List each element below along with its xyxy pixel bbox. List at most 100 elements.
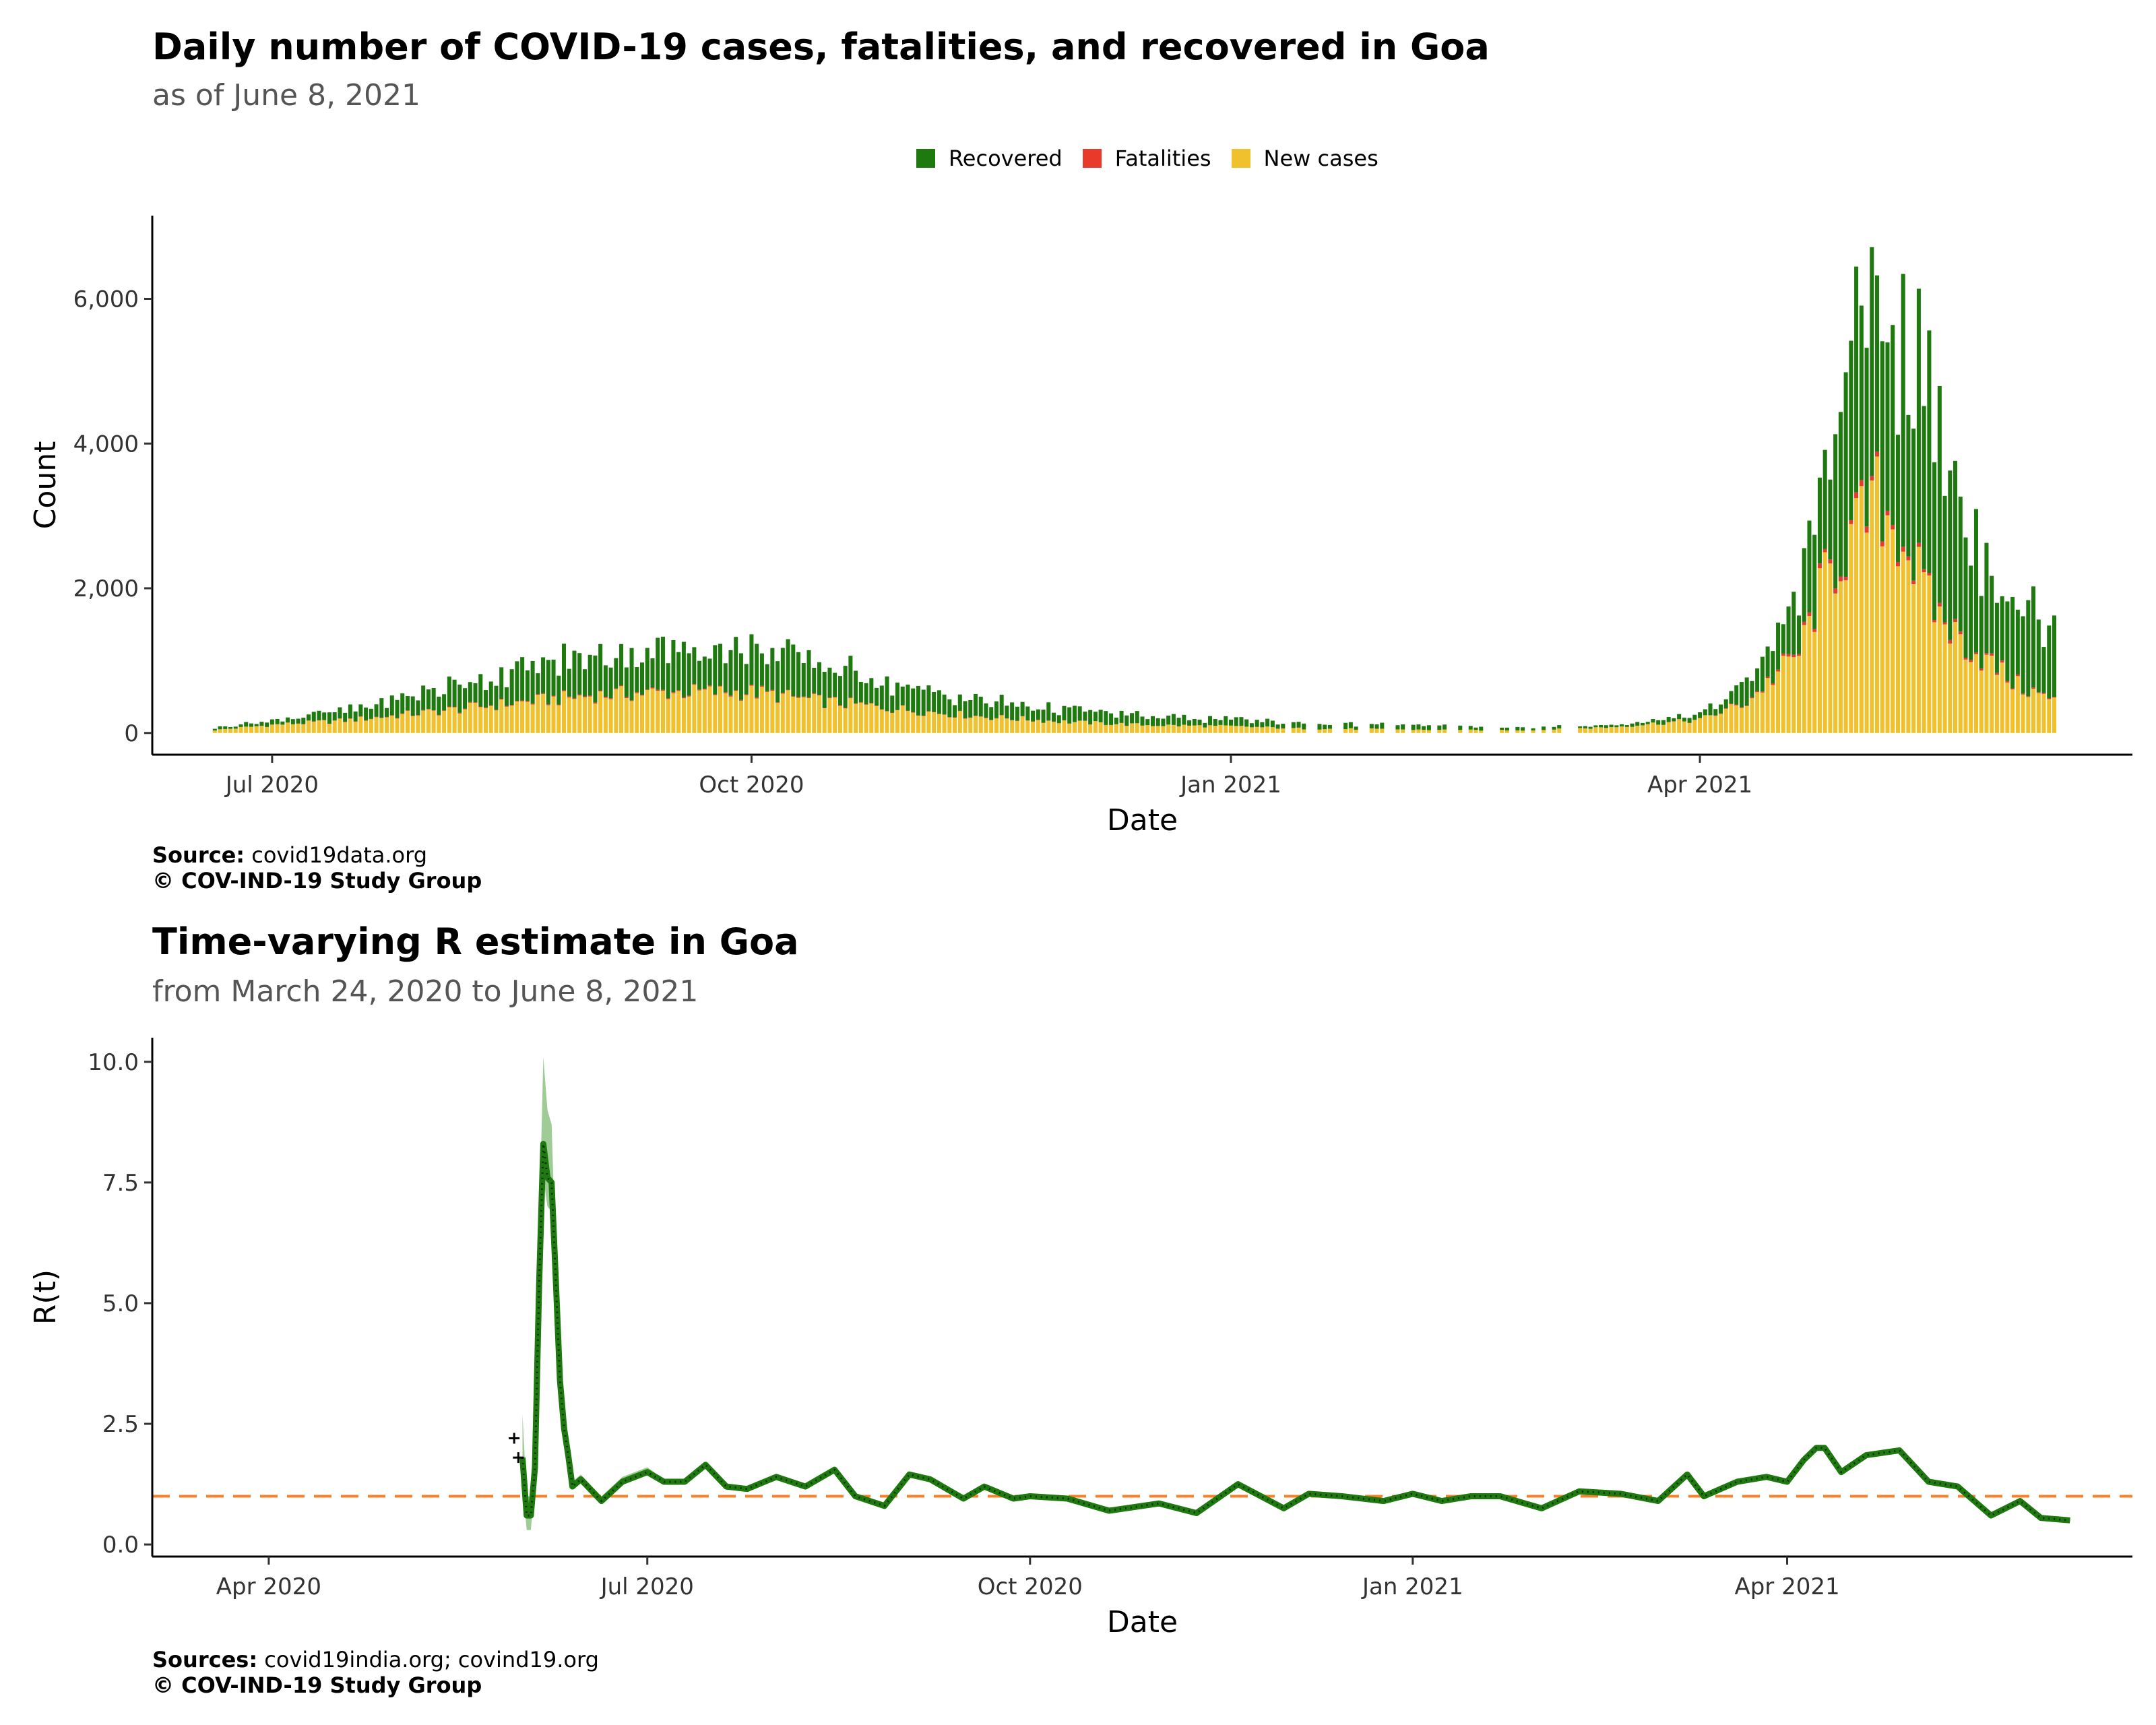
chart1-plot: 0 2,000 4,000 6,000 Jul 2020 Oct 2020 Jan 2021… xyxy=(28,216,2132,838)
bar-new-cases xyxy=(504,706,509,733)
bar-new-cases xyxy=(1228,725,1233,733)
bar-recovered xyxy=(837,676,842,705)
bar-recovered xyxy=(692,647,697,685)
bar-fatalities xyxy=(2000,660,2004,663)
bar-new-cases xyxy=(1849,524,1853,733)
bar-recovered xyxy=(1765,646,1770,677)
bar-recovered xyxy=(1609,724,1614,727)
bar-new-cases xyxy=(957,711,962,733)
bar-fatalities xyxy=(1849,520,1853,524)
bar-new-cases xyxy=(640,695,645,733)
bar-recovered xyxy=(1239,717,1244,726)
bar-new-cases xyxy=(1249,727,1254,733)
bar-new-cases xyxy=(1624,726,1629,733)
bar-new-cases xyxy=(275,724,280,733)
bar-recovered xyxy=(2015,609,2020,675)
bar-fatalities xyxy=(447,706,451,708)
bar-new-cases xyxy=(629,701,634,733)
bar-new-cases xyxy=(780,693,785,733)
bar-recovered xyxy=(1208,716,1213,726)
chart1-x-tick-label: Apr 2021 xyxy=(1647,772,1752,798)
chart1-y-tick-label: 4,000 xyxy=(73,431,139,458)
bar-fatalities xyxy=(1802,621,1806,625)
bar-new-cases xyxy=(1979,670,1984,733)
bar-recovered xyxy=(666,663,670,699)
bar-recovered xyxy=(395,699,400,718)
bar-recovered xyxy=(1521,727,1525,731)
bar-new-cases xyxy=(1234,726,1238,733)
bar-new-cases xyxy=(338,718,342,733)
bar-fatalities xyxy=(473,702,478,703)
bar-recovered xyxy=(614,658,619,689)
bar-recovered xyxy=(1729,691,1734,704)
bar-recovered xyxy=(280,721,285,725)
bar-new-cases xyxy=(1395,729,1400,733)
bar-recovered xyxy=(1114,718,1118,724)
bar-recovered xyxy=(301,718,306,724)
bar-new-cases xyxy=(806,698,811,733)
bar-new-cases xyxy=(1739,708,1744,733)
bar-new-cases xyxy=(603,697,608,733)
bar-new-cases xyxy=(759,687,764,733)
bar-recovered xyxy=(437,696,441,715)
bar-new-cases xyxy=(369,719,373,733)
bar-new-cases xyxy=(869,703,874,733)
bar-recovered xyxy=(416,700,420,716)
bar-recovered xyxy=(1025,706,1030,721)
bar-recovered xyxy=(1260,722,1265,728)
bar-recovered xyxy=(738,653,743,700)
bar-recovered xyxy=(249,723,253,727)
bar-new-cases xyxy=(1578,728,1583,733)
bar-new-cases xyxy=(671,693,676,733)
bar-recovered xyxy=(1176,718,1181,726)
bar-recovered xyxy=(1265,718,1270,727)
bar-recovered xyxy=(968,700,973,718)
bar-recovered xyxy=(307,714,311,721)
bar-new-cases xyxy=(833,697,837,733)
legend-item-new-cases: New cases xyxy=(1231,146,1378,171)
bar-recovered xyxy=(2026,600,2031,697)
chart1-source-label: Source: xyxy=(152,842,245,868)
bar-new-cases xyxy=(1224,725,1228,733)
bar-recovered xyxy=(327,712,331,724)
bar-recovered xyxy=(1270,720,1275,728)
bar-new-cases xyxy=(1677,719,1682,733)
bar-fatalities xyxy=(1937,602,1942,607)
bar-new-cases xyxy=(1354,729,1358,733)
bar-new-cases xyxy=(1796,656,1802,733)
bar-recovered xyxy=(1781,624,1785,654)
bar-fatalities xyxy=(1969,660,1973,662)
bar-new-cases xyxy=(1369,728,1374,733)
bar-new-cases xyxy=(239,726,243,733)
bar-new-cases xyxy=(1515,730,1520,733)
bar-new-cases xyxy=(244,726,249,733)
chart2-x-tick-label: Jul 2020 xyxy=(600,1573,694,1600)
bar-recovered xyxy=(1291,722,1296,728)
bar-recovered xyxy=(978,696,983,717)
bar-recovered xyxy=(801,663,806,697)
bar-new-cases xyxy=(635,693,639,733)
bar-fatalities xyxy=(770,689,775,691)
r-confidence-ribbon xyxy=(522,1057,2070,1530)
bar-new-cases xyxy=(1734,705,1739,733)
chart2-y-tick-label: 2.5 xyxy=(102,1411,139,1438)
bar-new-cases xyxy=(1067,723,1072,733)
bar-recovered xyxy=(1906,414,1911,557)
bar-recovered xyxy=(1640,722,1645,726)
bar-new-cases xyxy=(400,714,405,733)
bar-recovered xyxy=(1838,412,1843,577)
bar-new-cases xyxy=(1218,724,1223,733)
bar-new-cases xyxy=(1098,722,1103,733)
chart1-x-axis-title: Date xyxy=(1107,803,1178,838)
bar-recovered xyxy=(1255,720,1259,727)
bar-fatalities xyxy=(837,705,842,706)
bar-new-cases xyxy=(1583,728,1587,733)
bar-new-cases xyxy=(1859,486,1864,733)
legend-item-fatalities: Fatalities xyxy=(1082,146,1211,171)
bar-recovered xyxy=(1932,462,1937,621)
bar-new-cases xyxy=(1442,729,1447,733)
bar-recovered xyxy=(1458,725,1463,730)
bar-recovered xyxy=(447,677,451,707)
bar-new-cases xyxy=(598,691,603,733)
bar-fatalities xyxy=(1854,492,1859,499)
